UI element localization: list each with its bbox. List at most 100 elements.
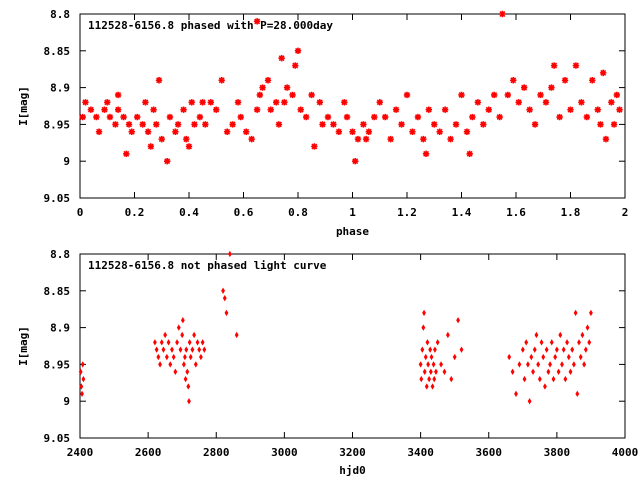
data-point	[95, 128, 103, 135]
data-point	[192, 331, 197, 339]
data-point	[297, 106, 304, 113]
data-point	[469, 113, 476, 121]
data-point	[572, 62, 580, 69]
data-point	[431, 121, 438, 128]
data-point	[480, 121, 487, 128]
data-point	[424, 383, 429, 390]
y-tick-label: 9.05	[44, 432, 71, 445]
data-point	[112, 121, 119, 128]
data-point	[541, 353, 546, 361]
data-point	[159, 339, 164, 346]
data-point	[432, 375, 437, 383]
data-point	[420, 135, 427, 143]
data-point	[583, 113, 591, 121]
data-point	[365, 128, 373, 135]
data-point	[187, 398, 191, 405]
data-point	[553, 353, 558, 361]
data-point	[221, 287, 225, 294]
y-tick-label: 8.9	[50, 82, 70, 95]
data-point	[319, 121, 326, 128]
plot-frame	[79, 13, 626, 199]
data-point	[172, 128, 179, 135]
data-point	[229, 121, 236, 128]
data-point	[542, 99, 550, 106]
data-point	[360, 121, 367, 128]
data-point	[425, 106, 432, 113]
data-point	[561, 77, 569, 84]
data-point	[153, 339, 157, 346]
x-tick-label: 3400	[407, 446, 434, 459]
data-point	[104, 99, 111, 106]
data-point	[466, 150, 473, 158]
y-tick-label: 8.95	[44, 118, 71, 131]
data-point	[382, 113, 389, 121]
data-point	[237, 113, 244, 121]
data-point	[571, 361, 576, 368]
data-point	[123, 150, 130, 158]
data-point	[181, 361, 186, 368]
data-point	[602, 135, 610, 143]
x-tick-label: 2600	[135, 446, 162, 459]
data-point	[418, 361, 423, 368]
x-tick-label: 3800	[544, 446, 571, 459]
y-tick-label: 8.85	[44, 285, 71, 298]
data-point	[139, 121, 146, 128]
data-point	[549, 339, 554, 346]
data-point	[610, 121, 618, 128]
data-point	[248, 135, 255, 143]
data-point	[330, 121, 337, 128]
data-point	[524, 339, 529, 346]
data-point	[517, 361, 522, 368]
data-point	[534, 331, 539, 339]
data-point	[422, 368, 427, 375]
data-point	[510, 368, 515, 375]
data-point	[196, 113, 204, 121]
data-point	[526, 106, 533, 113]
data-point	[427, 375, 432, 383]
data-point	[354, 135, 362, 143]
data-point	[608, 99, 615, 106]
data-point	[163, 331, 168, 339]
data-point	[188, 99, 195, 106]
data-point	[556, 368, 561, 375]
data-point	[155, 77, 163, 84]
data-point	[435, 339, 440, 346]
data-point	[546, 368, 551, 375]
data-point	[362, 135, 370, 143]
x-tick-label: 2400	[67, 446, 94, 459]
data-point	[578, 99, 585, 106]
data-point	[419, 375, 424, 383]
data-point	[532, 346, 537, 353]
x-tick-label: 0.4	[179, 206, 199, 219]
axis-ticks: 2400 2600 2800 3000 3200 3400 3600 3800 4000 8.8 8…	[44, 248, 639, 459]
x-tick-label: 1.6	[506, 206, 526, 219]
data-point	[144, 128, 152, 135]
data-point	[543, 383, 547, 390]
data-point	[176, 324, 181, 331]
data-point	[434, 368, 438, 375]
data-point	[539, 339, 544, 346]
data-point	[589, 77, 596, 84]
x-tick-label: 1.8	[561, 206, 581, 219]
y-tick-label: 8.95	[44, 358, 71, 371]
data-point	[281, 99, 288, 106]
data-point	[550, 62, 558, 69]
data-point	[349, 128, 356, 135]
data-point	[431, 361, 436, 368]
data-point	[371, 113, 378, 121]
data-point	[428, 368, 433, 375]
data-point	[106, 113, 114, 121]
data-point	[459, 346, 464, 353]
data-point	[180, 331, 185, 339]
data-point	[170, 346, 174, 353]
data-point	[213, 106, 220, 113]
data-point	[202, 346, 207, 353]
x-tick-label: 0.6	[234, 206, 254, 219]
data-point	[82, 99, 89, 106]
data-point	[554, 346, 559, 353]
data-point	[311, 143, 318, 150]
data-point	[183, 353, 187, 361]
data-point	[600, 69, 607, 77]
data-point	[529, 353, 534, 361]
